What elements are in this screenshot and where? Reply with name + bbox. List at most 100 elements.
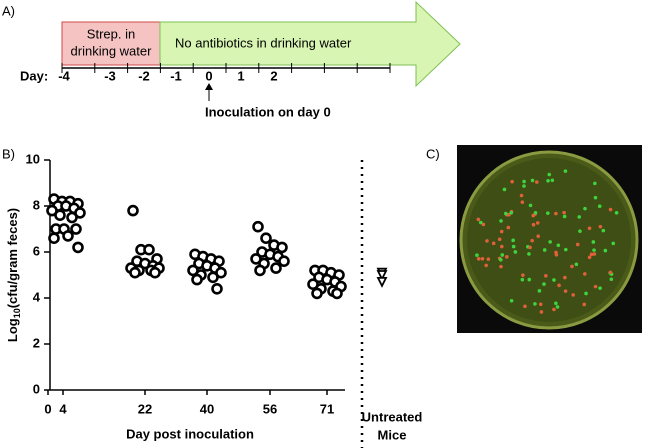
colony xyxy=(481,222,486,227)
y-tick-label: 0 xyxy=(33,381,40,396)
colony xyxy=(486,257,491,261)
colony xyxy=(552,307,556,312)
untreated-label: Untreated xyxy=(362,409,423,424)
strep-text: drinking water xyxy=(71,43,153,58)
colony xyxy=(506,225,511,230)
colony xyxy=(593,195,598,200)
colony xyxy=(478,220,483,225)
untreated-label: Mice xyxy=(378,427,407,442)
data-point xyxy=(54,209,66,221)
day-tick-label: 2 xyxy=(270,68,277,83)
colony xyxy=(550,178,555,183)
colony xyxy=(589,252,594,257)
agar xyxy=(467,158,631,322)
colony xyxy=(509,211,514,215)
colony xyxy=(520,277,525,282)
colony xyxy=(528,203,533,208)
data-point xyxy=(207,271,219,284)
colony xyxy=(570,264,574,269)
colony xyxy=(555,305,560,309)
colony xyxy=(497,237,502,242)
data-point xyxy=(149,266,161,279)
data-point xyxy=(70,223,82,235)
colony xyxy=(536,234,540,238)
colony xyxy=(522,184,526,188)
data-point xyxy=(48,232,60,244)
y-tick-label: 6 xyxy=(33,243,40,258)
panel-label: B) xyxy=(2,146,15,161)
colony xyxy=(597,204,602,208)
y-tick-label: 10 xyxy=(26,151,40,166)
x-tick-label: 40 xyxy=(200,401,214,416)
colony xyxy=(603,248,608,253)
colony xyxy=(563,169,568,173)
colony xyxy=(484,263,488,268)
data-point xyxy=(72,241,84,254)
colony xyxy=(552,278,556,282)
panel-label: A) xyxy=(2,3,15,18)
colony xyxy=(528,245,532,250)
colony xyxy=(546,178,550,183)
colony xyxy=(499,264,503,269)
colony xyxy=(601,228,606,233)
x-tick-label: 56 xyxy=(263,401,277,416)
strep-text: Strep. in xyxy=(87,26,135,41)
colony xyxy=(527,277,532,282)
colony xyxy=(544,274,548,278)
x-tick-label: 71 xyxy=(320,401,334,416)
data-point xyxy=(143,243,155,256)
colony xyxy=(476,256,481,261)
colony xyxy=(554,301,558,306)
colony xyxy=(504,255,509,259)
colony xyxy=(583,206,587,211)
colony xyxy=(546,211,550,215)
day-tick-label: 0 xyxy=(205,68,212,83)
colony xyxy=(531,213,536,218)
y-tick-label: 8 xyxy=(33,197,40,212)
colony xyxy=(587,255,592,260)
day-label: Day: xyxy=(20,68,48,83)
colony xyxy=(519,193,524,198)
data-point xyxy=(129,266,141,279)
colony xyxy=(520,200,525,204)
colony xyxy=(563,247,568,252)
untreated-point xyxy=(376,276,388,288)
data-point xyxy=(191,273,203,286)
data-point xyxy=(62,230,74,242)
colony xyxy=(527,252,531,256)
colony xyxy=(533,302,537,306)
colony xyxy=(608,207,613,212)
colony xyxy=(611,241,616,246)
colony xyxy=(535,180,539,184)
x-axis-label: Day post inoculation xyxy=(126,426,254,441)
colony xyxy=(511,244,516,249)
data-point xyxy=(66,211,78,224)
colony xyxy=(531,222,536,227)
y-label-sub: 10 xyxy=(12,308,22,318)
y-label-rest: (cfu/gram feces) xyxy=(5,208,20,308)
data-point xyxy=(254,264,266,277)
colony xyxy=(577,215,582,219)
colony xyxy=(500,253,505,257)
colony xyxy=(503,211,508,216)
colony xyxy=(563,275,567,280)
colony xyxy=(498,257,503,262)
panel-label: C) xyxy=(426,146,440,161)
data-point xyxy=(260,232,272,244)
colony xyxy=(521,273,525,277)
colony xyxy=(542,282,546,286)
colony xyxy=(511,238,515,243)
colony xyxy=(530,178,535,183)
day-tick-label: -4 xyxy=(58,68,70,83)
y-axis-label: Log10(cfu/gram feces) xyxy=(5,208,22,342)
colony xyxy=(499,229,504,234)
data-point xyxy=(211,282,223,295)
colony xyxy=(614,210,619,215)
colony xyxy=(593,181,597,186)
colony xyxy=(480,256,485,261)
y-label-base: Log xyxy=(5,318,20,342)
colony xyxy=(533,210,538,215)
colony xyxy=(562,210,566,215)
no-antibiotics-text: No antibiotics in drinking water xyxy=(175,35,352,50)
